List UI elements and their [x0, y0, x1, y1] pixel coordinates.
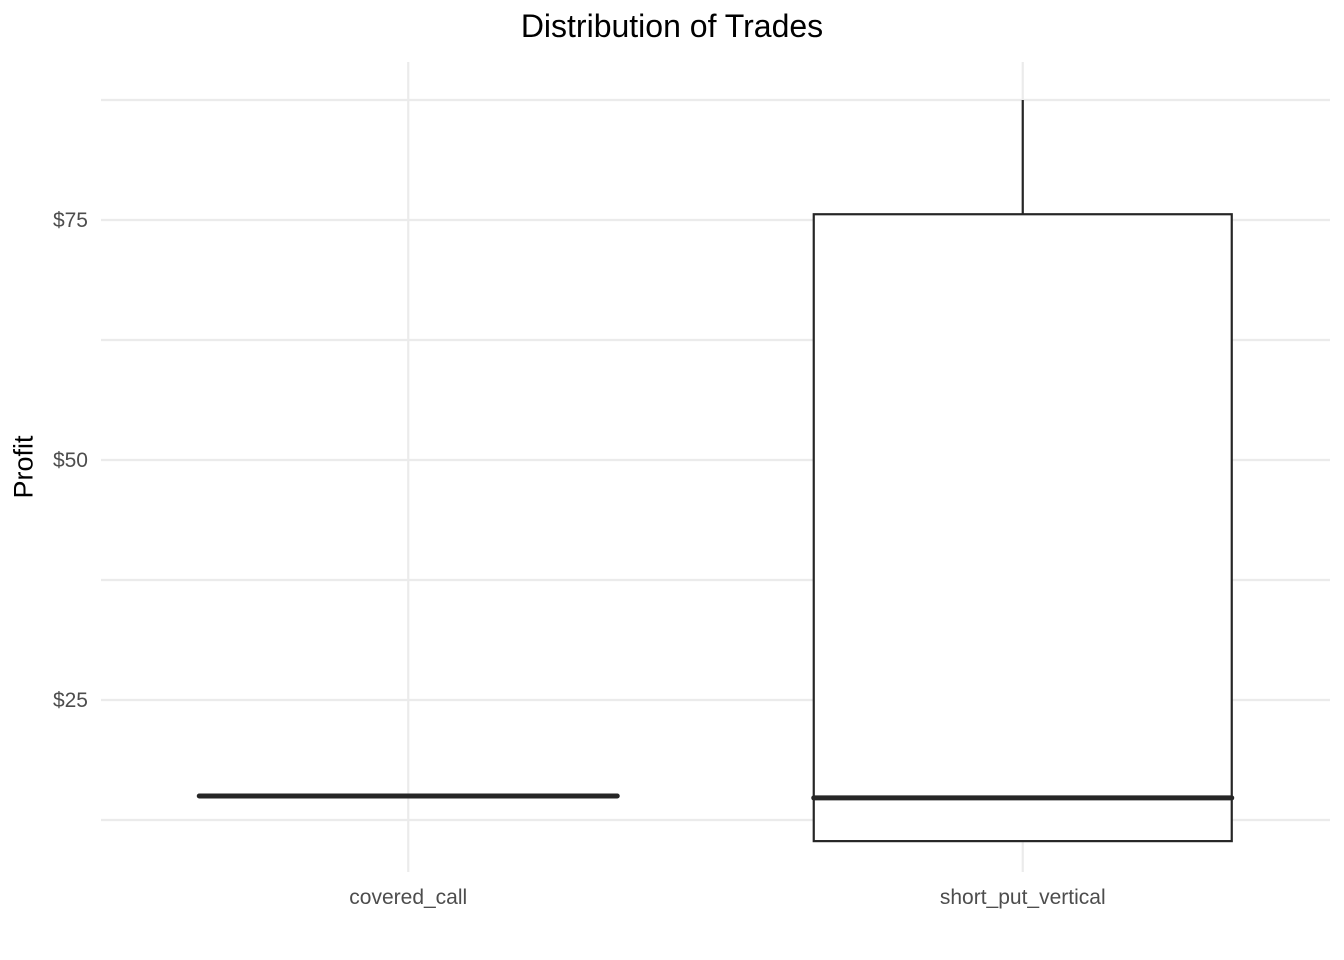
x-tick-label: short_put_vertical	[940, 886, 1106, 909]
chart-title: Distribution of Trades	[520, 8, 824, 44]
y-tick-label: $50	[53, 449, 88, 472]
y-tick-label: $75	[53, 209, 88, 232]
x-tick-label: covered_call	[349, 886, 467, 909]
box-iqr	[812, 213, 1233, 843]
y-tick-label: $25	[53, 689, 88, 712]
